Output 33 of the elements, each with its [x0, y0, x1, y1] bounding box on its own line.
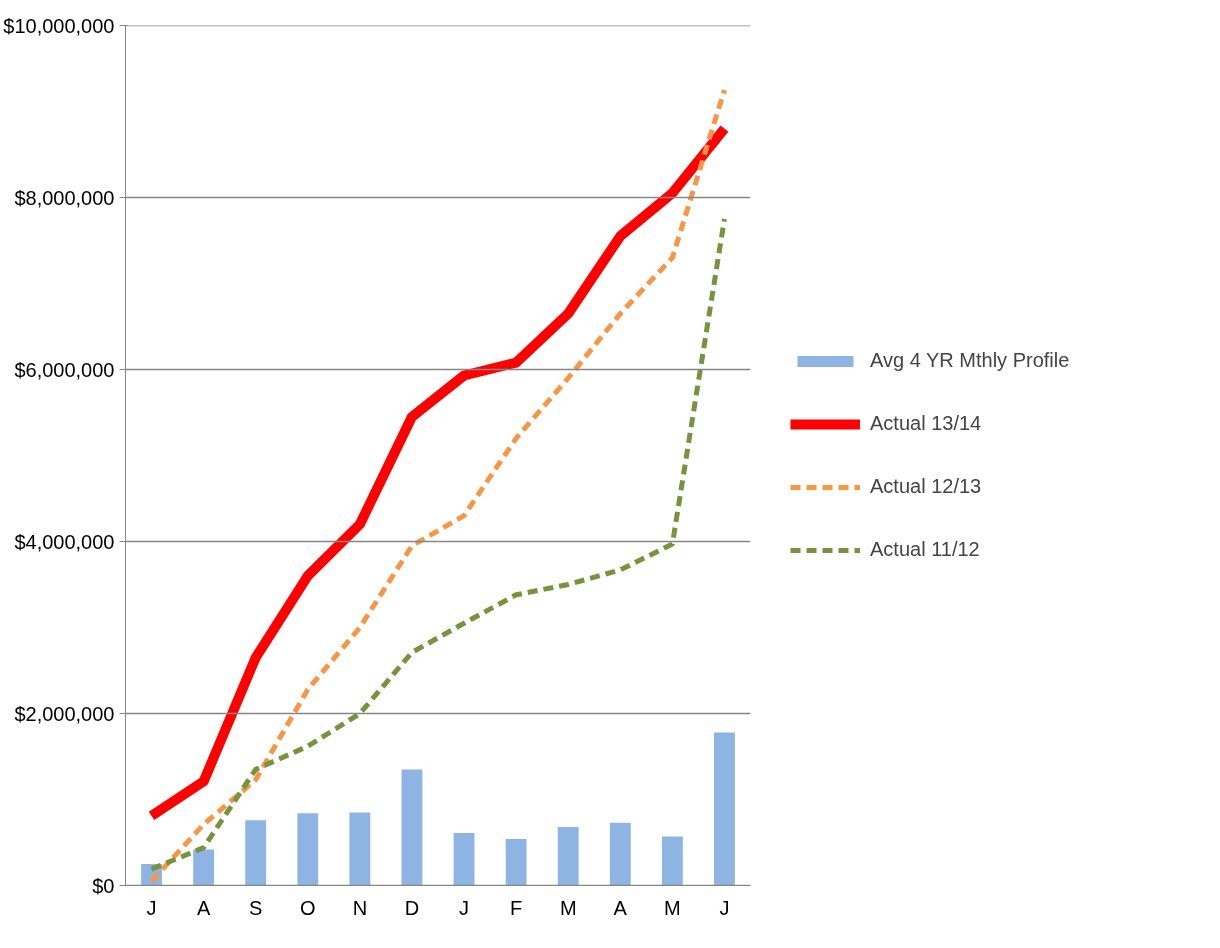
x-tick-label: N	[352, 896, 368, 919]
bar	[609, 822, 631, 886]
bar	[297, 813, 319, 886]
x-tick-label: J	[719, 896, 730, 919]
legend-label: Actual 12/13	[870, 475, 982, 498]
x-tick-label: O	[300, 896, 316, 919]
x-tick-label: M	[664, 896, 681, 919]
bar	[557, 827, 579, 886]
y-tick-label: $4,000,000	[14, 530, 115, 553]
x-tick-label: M	[559, 896, 577, 919]
x-tick-label: A	[613, 896, 628, 919]
x-tick-label: J	[146, 896, 157, 919]
x-tick-label: A	[196, 896, 211, 919]
x-tick-label: J	[459, 896, 470, 919]
bar	[453, 833, 475, 886]
bar	[193, 849, 215, 886]
y-tick-label: $10,000,000	[3, 14, 115, 37]
y-tick-label: $2,000,000	[14, 702, 115, 725]
bar	[505, 839, 527, 886]
y-tick-label: $8,000,000	[14, 186, 115, 209]
bar	[401, 769, 423, 886]
legend-label: Actual 13/14	[870, 412, 982, 435]
bar	[661, 836, 683, 886]
bar	[245, 820, 267, 886]
x-tick-label: S	[249, 896, 263, 919]
y-tick-label: $0	[92, 874, 115, 897]
y-tick-label: $6,000,000	[14, 358, 115, 381]
x-tick-label: F	[510, 896, 523, 919]
bar	[349, 812, 371, 886]
bar	[714, 732, 735, 886]
legend-label: Actual 11/12	[870, 538, 980, 561]
legend-label: Avg 4 YR Mthly Profile	[870, 349, 1070, 372]
x-tick-label: D	[404, 896, 420, 919]
